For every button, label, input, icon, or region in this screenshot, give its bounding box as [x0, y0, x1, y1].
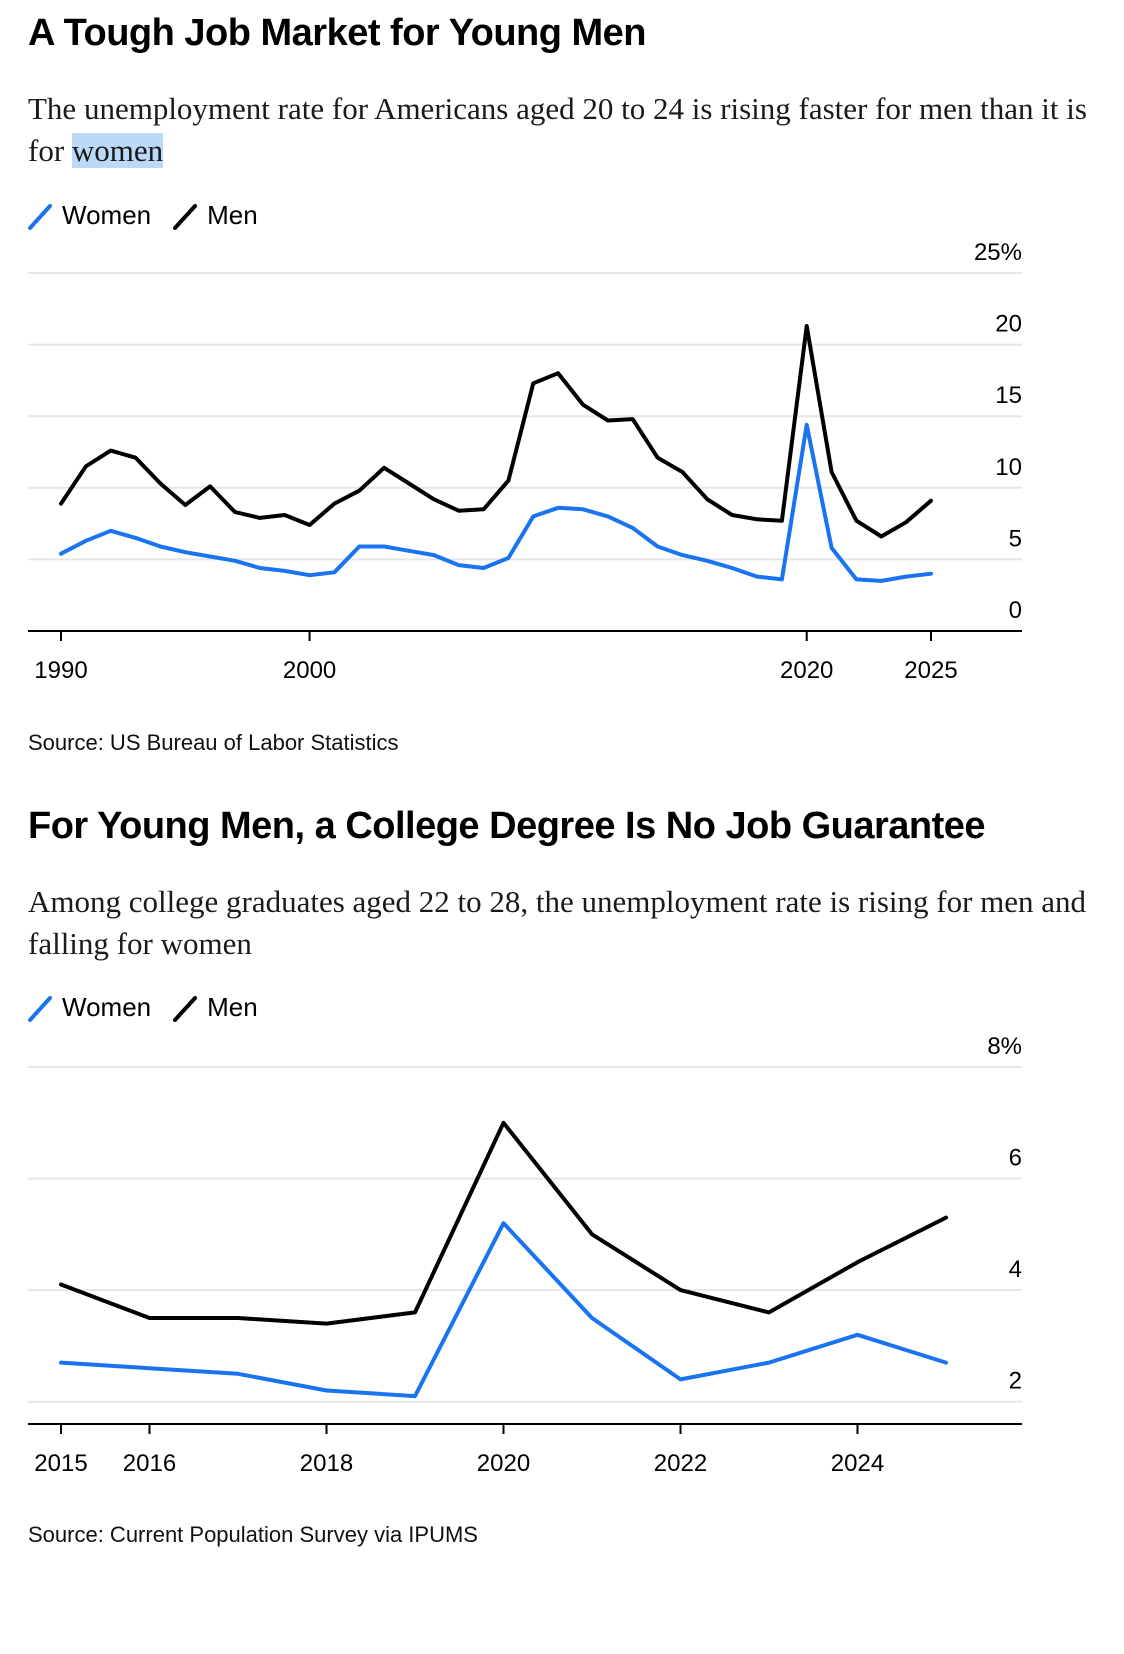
chart-2-source: Source: Current Population Survey via IP…: [28, 1522, 478, 1547]
y-tick-label: 20: [995, 311, 1022, 338]
chart-1-source: Source: US Bureau of Labor Statistics: [28, 730, 399, 755]
chart-2-plot: 2 4 6 8% 2015 2016 2018 2020 2022 2024: [28, 1033, 1022, 1477]
legend-item-men: Men: [173, 992, 258, 1023]
legend-label-women: Women: [62, 200, 152, 230]
y-tick-label: 15: [995, 382, 1022, 409]
women-swatch-icon: [28, 203, 52, 230]
legend-item-women: Women: [28, 200, 151, 231]
series-line-men: [59, 1120, 948, 1326]
x-tick-label: 2000: [283, 657, 336, 684]
x-tick-label: 2022: [654, 1450, 707, 1477]
chart-2: For Young Men, a College Degree Is No Jo…: [0, 805, 1124, 1654]
legend-label-women: Women: [62, 992, 152, 1022]
x-tick-label: 2020: [477, 1450, 530, 1477]
y-tick-label: 2: [1009, 1368, 1022, 1395]
chart-2-title: For Young Men, a College Degree Is No Jo…: [28, 805, 986, 847]
y-tick-label: 10: [995, 454, 1022, 481]
men-swatch-icon: [173, 995, 198, 1022]
x-tick-label: 2024: [831, 1450, 884, 1477]
chart-2-legend: Women Men: [28, 992, 280, 1023]
chart-1-subtitle: The unemployment rate for Americans aged…: [28, 88, 1088, 172]
chart-1-title: A Tough Job Market for Young Men: [28, 12, 647, 54]
x-tick-label: 2020: [780, 657, 833, 684]
x-tick-label: 2018: [300, 1450, 353, 1477]
chart-1: A Tough Job Market for Young Men The une…: [0, 0, 1124, 800]
chart-1-legend: Women Men: [28, 200, 280, 231]
chart-1-subtitle-text: The unemployment rate for Americans aged…: [28, 91, 1087, 168]
series-line-women: [59, 422, 933, 583]
chart-1-plot: 0 5 10 15 20 25% 1990 2000 2020 2025: [28, 239, 1022, 684]
women-swatch-icon: [28, 995, 52, 1022]
y-tick-label: 8%: [987, 1033, 1022, 1060]
series-line-men: [59, 324, 933, 539]
chart-1-subtitle-highlight: women: [71, 133, 164, 168]
legend-item-women: Women: [28, 992, 151, 1023]
x-tick-label: 2016: [123, 1450, 176, 1477]
legend-label-men: Men: [207, 200, 258, 230]
chart-2-subtitle: Among college graduates aged 22 to 28, t…: [28, 884, 1087, 961]
series-line-women: [59, 1221, 948, 1399]
x-tick-label: 2015: [34, 1450, 87, 1477]
y-tick-label: 0: [1009, 597, 1022, 624]
y-tick-label: 6: [1009, 1145, 1022, 1172]
legend-item-men: Men: [173, 200, 258, 231]
x-tick-label: 1990: [34, 657, 87, 684]
legend-label-men: Men: [207, 992, 258, 1022]
y-tick-label: 5: [1009, 525, 1022, 552]
y-tick-label: 25%: [974, 239, 1022, 266]
men-swatch-icon: [173, 203, 198, 230]
y-tick-label: 4: [1009, 1256, 1022, 1283]
x-tick-label: 2025: [904, 657, 957, 684]
